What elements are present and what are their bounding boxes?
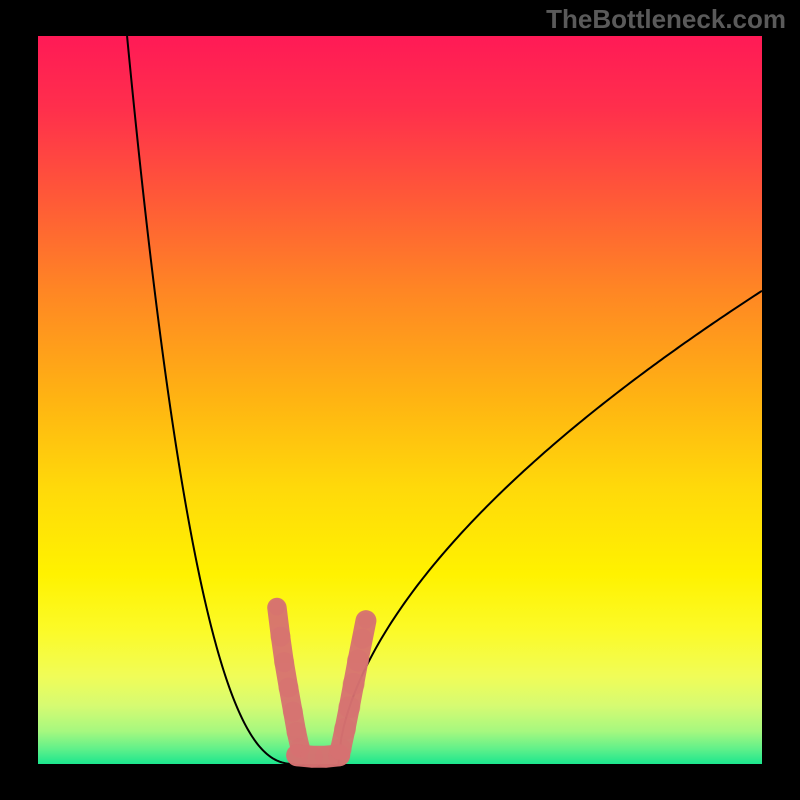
chart-container: TheBottleneck.com — [0, 0, 800, 800]
bottleneck-chart — [0, 0, 800, 800]
plot-gradient-area — [38, 36, 762, 764]
